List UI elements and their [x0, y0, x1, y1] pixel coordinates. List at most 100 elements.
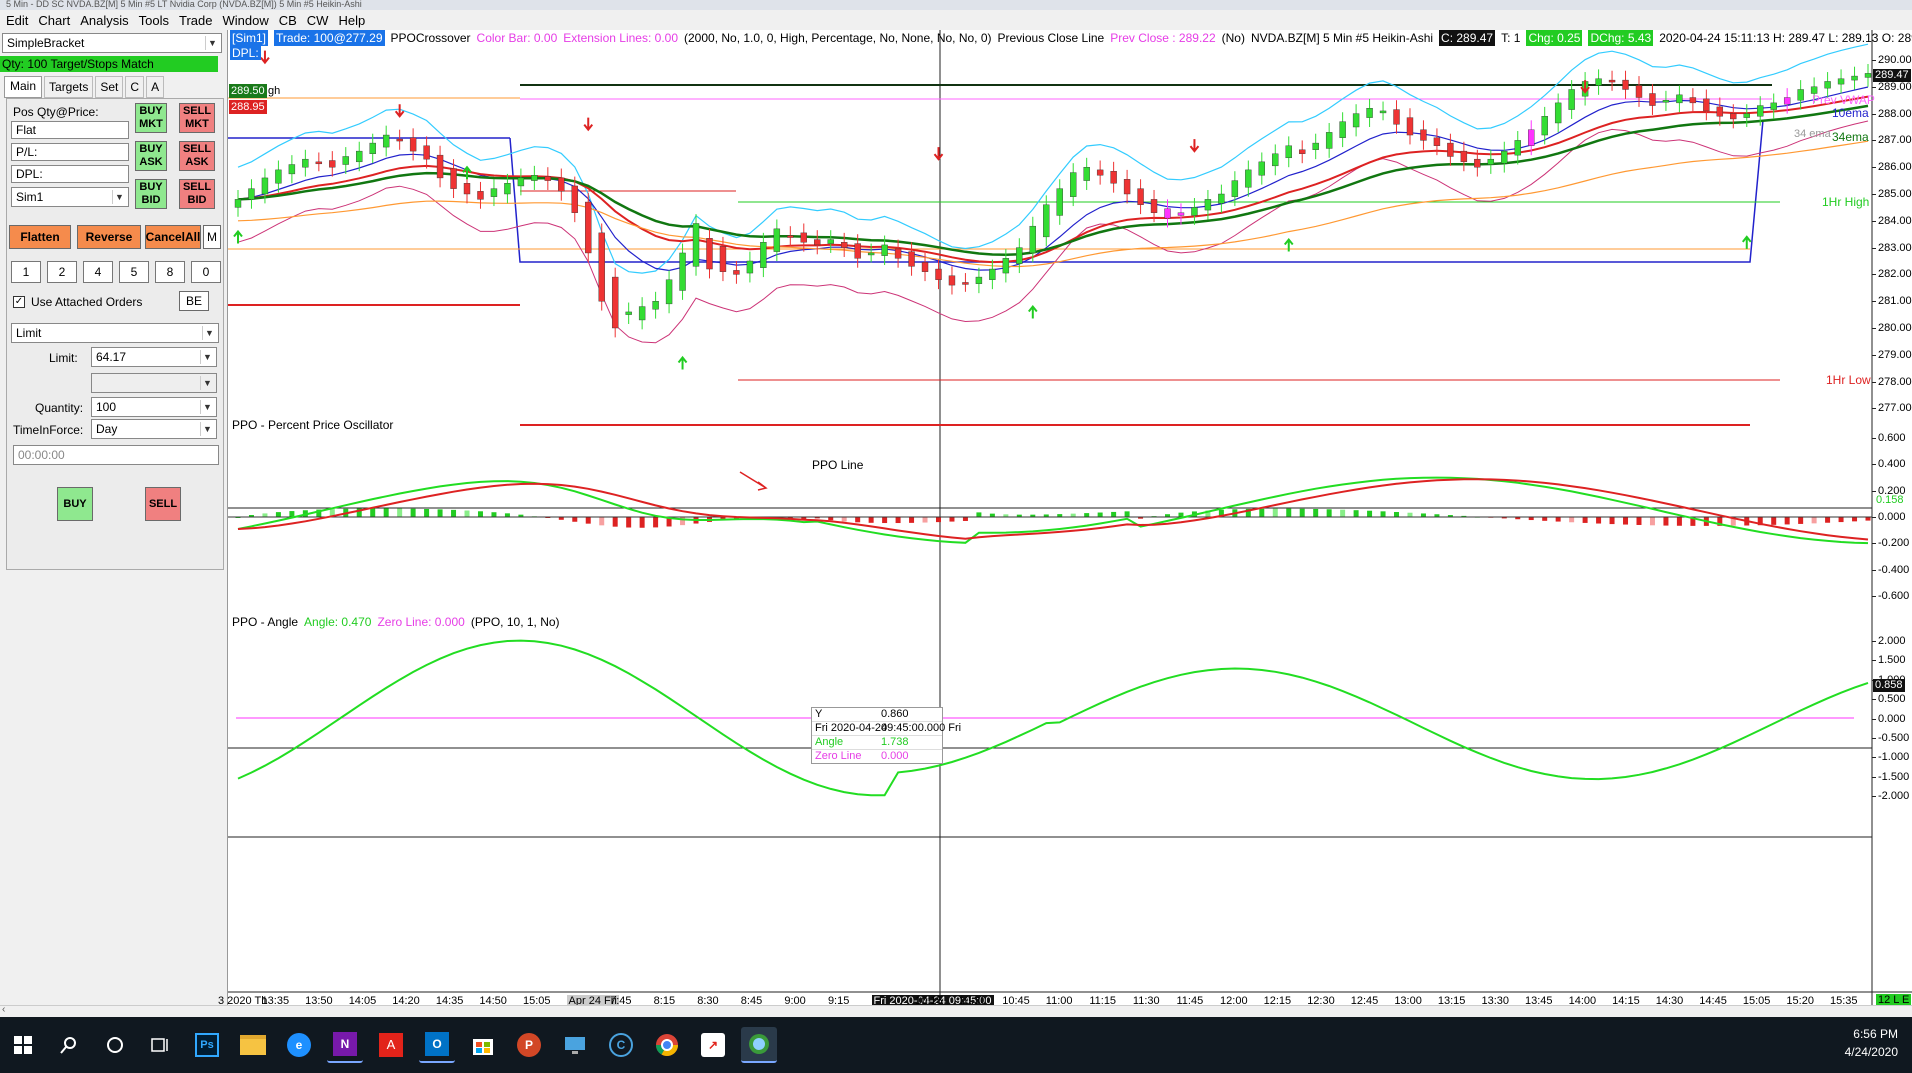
buy-bid-button[interactable]: BUY BID	[135, 179, 167, 209]
account-select[interactable]: Sim1 ▼	[11, 187, 129, 207]
strategy-select[interactable]: SimpleBracket ▼	[2, 33, 222, 53]
candle-body	[638, 306, 646, 321]
ppo-histogram-bar	[1730, 517, 1736, 526]
time-axis-label: Fri 2020-04-24 09:45:00	[871, 995, 994, 1008]
price-axis-label: 289.00	[1878, 80, 1912, 93]
limit-input[interactable]: 64.17 ▼	[91, 347, 217, 367]
store-icon[interactable]	[465, 1027, 501, 1063]
windows-start-icon[interactable]	[5, 1027, 41, 1063]
candle-body	[1043, 204, 1050, 238]
flatten-button[interactable]: Flatten	[9, 225, 71, 249]
use-attached-checkbox[interactable]: ✓	[13, 296, 25, 308]
cortana-icon[interactable]	[97, 1027, 133, 1063]
ppo-histogram-bar	[383, 508, 389, 517]
trading-app-icon[interactable]	[741, 1027, 777, 1063]
ppo-axis-tick	[1872, 569, 1876, 571]
time-axis-label: 13:30	[1481, 995, 1509, 1007]
menu-analysis[interactable]: Analysis	[80, 12, 129, 28]
ppo-histogram-bar	[962, 517, 968, 521]
day-change-value: DChg: 5.43	[1588, 30, 1654, 46]
tab-a[interactable]: A	[146, 76, 165, 98]
reverse-button[interactable]: Reverse	[77, 225, 141, 249]
sell-ask-button[interactable]: SELL ASK	[179, 141, 215, 171]
buy-signal-arrow	[1741, 235, 1752, 249]
edge-icon[interactable]: e	[281, 1027, 317, 1063]
qty-5-button[interactable]: 5	[119, 261, 149, 283]
chrome-icon[interactable]	[649, 1027, 685, 1063]
m-button[interactable]: M	[203, 225, 221, 249]
qty-4-button[interactable]: 4	[83, 261, 113, 283]
remote-desktop-icon[interactable]	[557, 1027, 593, 1063]
tab-c[interactable]: C	[125, 76, 145, 98]
candle-body	[1325, 132, 1333, 149]
chart-canvas[interactable]	[228, 30, 1912, 1015]
sell-mkt-button[interactable]: SELL MKT	[179, 103, 215, 133]
order-type-select[interactable]: Limit ▼	[11, 323, 219, 343]
tif-select[interactable]: Day ▼	[91, 419, 217, 439]
order-entry-panel: SimpleBracket ▼ Qty: 100 Target/Stops Mat…	[0, 30, 228, 1015]
ppo-signal-line	[237, 478, 1869, 541]
scroll-left-icon[interactable]: ‹	[2, 1004, 6, 1015]
ppo-histogram-bar	[653, 517, 659, 528]
horizontal-scrollbar[interactable]: ‹	[0, 1004, 1912, 1017]
time-input[interactable]: 00:00:00	[13, 445, 219, 465]
tab-set[interactable]: Set	[95, 76, 124, 98]
ppo-histogram-bar	[1340, 509, 1346, 517]
tab-targets[interactable]: Targets	[44, 76, 94, 98]
sell-signal-arrow	[583, 117, 594, 132]
time-axis-label: 14:30	[1655, 995, 1684, 1007]
stop-input[interactable]: ▼	[91, 373, 217, 393]
tif-value: Day	[96, 422, 118, 436]
ppo-histogram-bar	[1676, 517, 1682, 526]
buy-button[interactable]: BUY	[57, 487, 93, 521]
acrobat-icon[interactable]: A	[373, 1027, 409, 1063]
menu-chart[interactable]: Chart	[38, 12, 71, 28]
time-axis-label: 11:15	[1089, 995, 1117, 1007]
candle-body	[814, 239, 821, 246]
candle-body	[1716, 106, 1724, 117]
time-axis-label: 15:35	[1830, 995, 1858, 1007]
ppo-histogram-bar	[814, 517, 820, 519]
copyright-app-icon[interactable]: C	[603, 1027, 639, 1063]
photoshop-icon[interactable]: Ps	[189, 1027, 225, 1063]
menu-trade[interactable]: Trade	[178, 12, 213, 28]
powerpoint-icon[interactable]: P	[511, 1027, 547, 1063]
time-axis-label: 14:45	[1699, 995, 1727, 1007]
chart-area[interactable]: [Sim1] Trade: 100@277.29 PPOCrossover Co…	[218, 30, 1912, 1015]
ppo-axis-tick	[1872, 595, 1876, 597]
sell-button[interactable]: SELL	[145, 487, 181, 521]
sell-bid-button[interactable]: SELL BID	[179, 179, 215, 209]
tab-main[interactable]: Main	[4, 76, 43, 98]
qty-8-button[interactable]: 8	[155, 261, 185, 283]
task-view-icon[interactable]	[143, 1027, 179, 1063]
search-icon[interactable]	[51, 1027, 87, 1063]
buy-mkt-button[interactable]: BUY MKT	[135, 103, 167, 133]
qty-2-button[interactable]: 2	[47, 261, 77, 283]
menu-window[interactable]: Window	[222, 12, 269, 28]
left-price-tag-1: 289.50	[229, 84, 267, 98]
price-axis-label: 282.00	[1878, 268, 1912, 281]
menu-cw[interactable]: CW	[306, 12, 329, 28]
menu-cb[interactable]: CB	[278, 12, 297, 28]
ppo-histogram-bar	[1757, 517, 1763, 526]
angle-axis-label: -2.000	[1878, 790, 1910, 803]
be-button[interactable]: BE	[179, 291, 209, 311]
ppo-histogram-bar	[639, 517, 645, 528]
onenote-icon[interactable]: N	[327, 1027, 363, 1063]
menu-help[interactable]: Help	[338, 12, 366, 28]
menu-tools[interactable]: Tools	[138, 12, 169, 28]
candle-body	[396, 138, 403, 142]
price-axis-tick	[1872, 381, 1876, 383]
ppo-histogram-bar	[801, 517, 807, 520]
quantity-input[interactable]: 100 ▼	[91, 397, 217, 417]
qty-1-button[interactable]: 1	[11, 261, 41, 283]
buy-ask-button[interactable]: BUY ASK	[135, 141, 167, 171]
menu-edit[interactable]: Edit	[6, 12, 29, 28]
app-red-icon[interactable]: ↗	[695, 1027, 731, 1063]
file-explorer-icon[interactable]	[235, 1027, 271, 1063]
outlook-icon[interactable]: O	[419, 1027, 455, 1063]
cancel-all-button[interactable]: CancelAll	[145, 225, 201, 249]
system-clock[interactable]: 6:56 PM 4/24/2020	[1845, 1025, 1898, 1061]
ppo-histogram-bar	[1286, 508, 1292, 517]
qty-0-button[interactable]: 0	[191, 261, 221, 283]
